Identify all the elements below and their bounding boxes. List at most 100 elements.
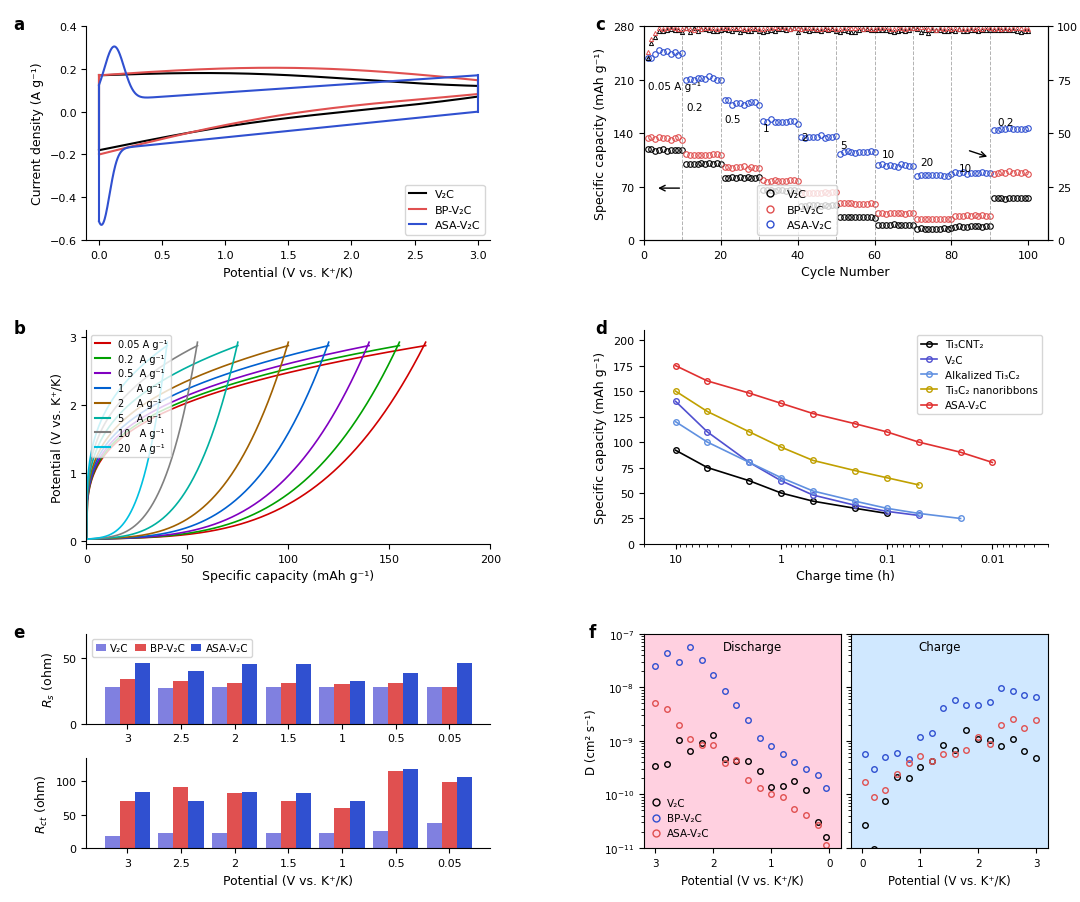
V₂C	[807, 490, 820, 501]
Bar	[135, 663, 150, 724]
Legend: V₂C, BP-V₂C, ASA-V₂C: V₂C, BP-V₂C, ASA-V₂C	[405, 185, 485, 235]
Bar	[296, 665, 311, 724]
Bar	[442, 782, 457, 848]
Legend: V₂C, BP-V₂C, ASA-V₂C: V₂C, BP-V₂C, ASA-V₂C	[92, 640, 253, 658]
Bar	[427, 823, 442, 848]
V₂C	[669, 397, 681, 408]
ASA-V₂C	[954, 447, 967, 458]
Bar	[457, 663, 472, 724]
Line: V₂C: V₂C	[673, 399, 921, 519]
Ti₃CNT₂	[743, 476, 756, 487]
Bar	[159, 833, 174, 848]
ASA-V₂C	[669, 361, 681, 372]
Bar	[212, 687, 227, 724]
Bar	[266, 833, 281, 848]
Bar	[281, 801, 296, 848]
Bar	[403, 674, 418, 724]
ASA-V₂C	[986, 457, 999, 468]
Alkalized Ti₃C₂	[807, 486, 820, 497]
Bar	[374, 832, 388, 848]
Ti₃C₂ nanoribbons	[913, 480, 926, 491]
Text: 0.05 A g⁻¹: 0.05 A g⁻¹	[648, 82, 701, 92]
V₂C	[880, 506, 893, 517]
Legend: Ti₃CNT₂, V₂C, Alkalized Ti₃C₂, Ti₃C₂ nanoribbons, ASA-V₂C: Ti₃CNT₂, V₂C, Alkalized Ti₃C₂, Ti₃C₂ nan…	[917, 336, 1042, 415]
Ti₃C₂ nanoribbons	[701, 407, 714, 418]
Legend: V₂C, BP-V₂C, ASA-V₂C: V₂C, BP-V₂C, ASA-V₂C	[649, 794, 714, 842]
Alkalized Ti₃C₂	[954, 513, 967, 524]
Bar	[320, 687, 335, 724]
Alkalized Ti₃C₂	[743, 457, 756, 468]
X-axis label: Cycle Number: Cycle Number	[801, 266, 890, 279]
Ti₃C₂ nanoribbons	[807, 456, 820, 466]
X-axis label: Potential (V vs. K⁺/K): Potential (V vs. K⁺/K)	[888, 873, 1011, 886]
Bar	[174, 682, 189, 724]
Bar	[266, 687, 281, 724]
Y-axis label: Potential (V vs. K⁺/K): Potential (V vs. K⁺/K)	[51, 373, 64, 502]
Bar	[403, 769, 418, 848]
Legend: V₂C, BP-V₂C, ASA-V₂C: V₂C, BP-V₂C, ASA-V₂C	[757, 185, 837, 235]
V₂C	[774, 476, 787, 487]
Bar	[120, 801, 135, 848]
ASA-V₂C	[743, 388, 756, 399]
Ti₃CNT₂	[774, 488, 787, 499]
X-axis label: Charge time (h): Charge time (h)	[796, 569, 895, 583]
Text: b: b	[14, 320, 26, 338]
Ti₃CNT₂	[880, 509, 893, 520]
Bar	[135, 792, 150, 848]
Bar	[388, 771, 403, 848]
Bar	[227, 683, 242, 724]
Text: Discharge: Discharge	[723, 640, 782, 654]
Line: Ti₃CNT₂: Ti₃CNT₂	[673, 448, 890, 517]
Bar	[350, 682, 365, 724]
Y-axis label: $R_{ct}$ (ohm): $R_{ct}$ (ohm)	[35, 773, 50, 833]
Ti₃C₂ nanoribbons	[774, 442, 787, 453]
Ti₃CNT₂	[669, 446, 681, 456]
Bar	[227, 794, 242, 848]
Bar	[350, 801, 365, 848]
Bar	[242, 792, 257, 848]
Ti₃C₂ nanoribbons	[880, 473, 893, 483]
Ti₃CNT₂	[701, 463, 714, 474]
ASA-V₂C	[701, 376, 714, 387]
Bar	[335, 685, 350, 724]
Legend: 0.05 A g⁻¹, 0.2  A g⁻¹, 0.5  A g⁻¹, 1    A g⁻¹, 2    A g⁻¹, 5    A g⁻¹, 10   A g: 0.05 A g⁻¹, 0.2 A g⁻¹, 0.5 A g⁻¹, 1 A g⁻…	[92, 336, 171, 457]
Bar	[374, 687, 388, 724]
Bar	[281, 683, 296, 724]
Bar	[105, 836, 120, 848]
Text: 0.2: 0.2	[686, 103, 703, 113]
Text: 10: 10	[959, 163, 972, 173]
Bar	[442, 687, 457, 724]
Text: 5: 5	[840, 141, 847, 151]
Text: d: d	[595, 320, 607, 338]
Text: 10: 10	[882, 150, 895, 160]
Alkalized Ti₃C₂	[669, 417, 681, 428]
Bar	[335, 808, 350, 848]
Bar	[105, 687, 120, 724]
Bar	[120, 679, 135, 724]
Ti₃C₂ nanoribbons	[743, 427, 756, 437]
Text: 1: 1	[762, 124, 770, 133]
Alkalized Ti₃C₂	[774, 473, 787, 483]
Y-axis label: Current density (A g⁻¹): Current density (A g⁻¹)	[31, 63, 44, 205]
Alkalized Ti₃C₂	[913, 509, 926, 520]
Text: 2: 2	[801, 133, 808, 143]
ASA-V₂C	[849, 419, 862, 429]
Y-axis label: $R_s$ (ohm): $R_s$ (ohm)	[41, 651, 57, 707]
Ti₃C₂ nanoribbons	[669, 386, 681, 397]
Line: ASA-V₂C: ASA-V₂C	[673, 364, 995, 465]
Alkalized Ti₃C₂	[849, 496, 862, 507]
Text: Charge: Charge	[918, 640, 960, 654]
Bar	[320, 833, 335, 848]
X-axis label: Potential (V vs. K⁺/K): Potential (V vs. K⁺/K)	[224, 873, 353, 886]
Text: c: c	[595, 16, 605, 34]
ASA-V₂C	[913, 437, 926, 448]
Text: 0.2: 0.2	[998, 118, 1014, 128]
Text: f: f	[589, 623, 596, 641]
V₂C	[743, 457, 756, 468]
Bar	[174, 787, 189, 848]
Line: Alkalized Ti₃C₂: Alkalized Ti₃C₂	[673, 419, 963, 521]
Y-axis label: Specific capacity (mAh g⁻¹): Specific capacity (mAh g⁻¹)	[594, 352, 607, 523]
Text: a: a	[14, 16, 25, 34]
ASA-V₂C	[807, 409, 820, 419]
X-axis label: Potential (V vs. K⁺/K): Potential (V vs. K⁺/K)	[680, 873, 804, 886]
